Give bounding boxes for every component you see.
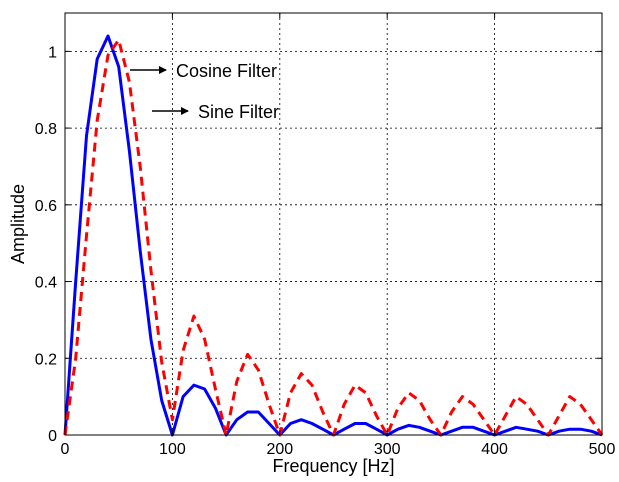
x-tick-label: 0 (61, 441, 70, 458)
series-layer (63, 34, 604, 437)
series-line-sine-filter (63, 38, 604, 437)
y-axis-label: Amplitude (8, 184, 28, 264)
grid (65, 13, 602, 435)
x-axis-label: Frequency [Hz] (272, 456, 394, 476)
y-tick-label: 0.8 (35, 121, 57, 138)
annotation-label: Sine Filter (198, 102, 279, 122)
x-tick-label: 100 (159, 441, 186, 458)
tick-layer: 0 100 200 300 400 500 0 0.2 0.4 0.6 0.8 1 (35, 13, 616, 458)
y-tick-label: 0.6 (35, 198, 57, 215)
series-line-cosine-filter (63, 34, 603, 437)
y-tick-label: 0 (48, 428, 57, 445)
annotation-layer: Cosine Filter Sine Filter (130, 61, 279, 122)
x-tick-label: 200 (266, 441, 293, 458)
y-tick-label: 0.2 (35, 351, 57, 368)
x-tick-label: 400 (481, 441, 508, 458)
annotation-label: Cosine Filter (176, 61, 277, 81)
y-tick-label: 1 (48, 44, 57, 61)
x-tick-label: 500 (589, 441, 616, 458)
x-tick-label: 300 (374, 441, 401, 458)
y-tick-label: 0.4 (35, 275, 57, 292)
plot-frame (64, 12, 603, 436)
